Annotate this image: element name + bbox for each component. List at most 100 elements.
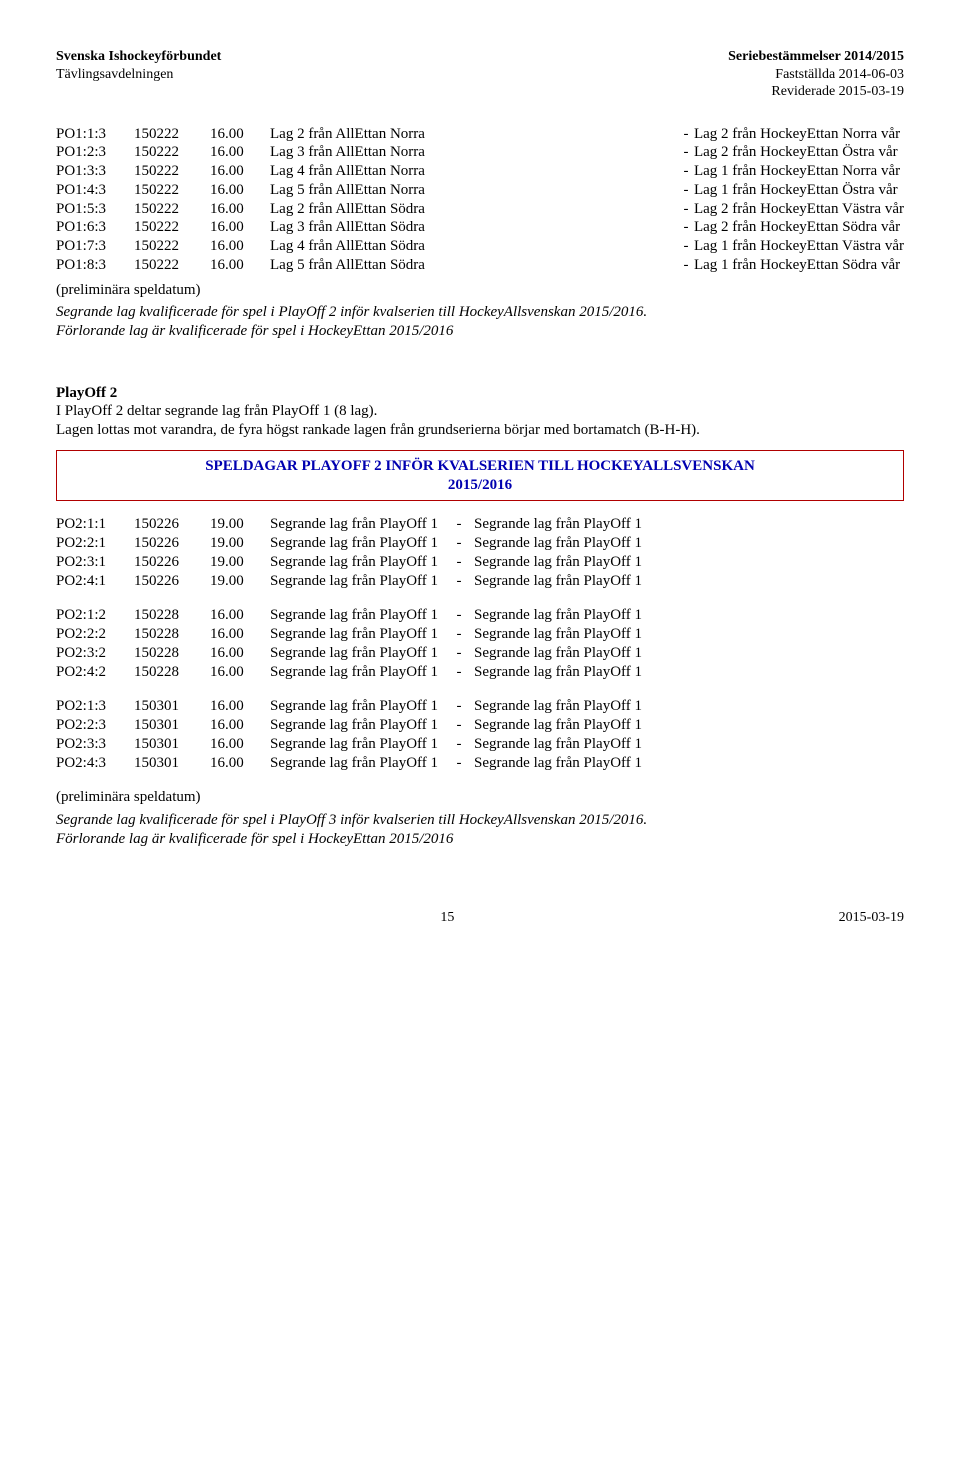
opponent-row: -Lag 1 från HockeyEttan Västra vår	[678, 237, 904, 256]
cell-home-team: Segrande lag från PlayOff 1	[270, 735, 452, 754]
opponent-row: -Lag 1 från HockeyEttan Södra vår	[678, 256, 904, 275]
cell-home-team: Lag 3 från AllEttan Södra	[270, 218, 433, 237]
table-row: PO1:5:315022216.00Lag 2 från AllEttan Sö…	[56, 200, 433, 219]
page-footer: 15 2015-03-19	[56, 909, 904, 927]
doc-title: Seriebestämmelser 2014/2015	[728, 48, 904, 66]
cell-time: 16.00	[210, 663, 270, 682]
dash-separator: -	[452, 697, 474, 716]
cell-home-team: Lag 5 från AllEttan Södra	[270, 256, 433, 275]
cell-match-id: PO2:1:2	[56, 606, 134, 625]
schedule-table: PO2:1:215022816.00Segrande lag från Play…	[56, 606, 650, 681]
cell-time: 16.00	[210, 256, 270, 275]
cell-home-team: Lag 4 från AllEttan Södra	[270, 237, 433, 256]
dash-separator: -	[452, 663, 474, 682]
cell-home-team: Segrande lag från PlayOff 1	[270, 625, 452, 644]
away-team: Lag 2 från HockeyEttan Västra vår	[694, 200, 904, 219]
cell-away-team: Segrande lag från PlayOff 1	[474, 625, 650, 644]
cell-date: 150226	[134, 572, 210, 591]
cell-match-id: PO1:7:3	[56, 237, 134, 256]
cell-home-team: Segrande lag från PlayOff 1	[270, 663, 452, 682]
cell-date: 150228	[134, 644, 210, 663]
cell-time: 16.00	[210, 735, 270, 754]
cell-date: 150222	[134, 200, 210, 219]
cell-time: 19.00	[210, 553, 270, 572]
dash-separator: -	[452, 625, 474, 644]
cell-date: 150226	[134, 515, 210, 534]
box-line2: 2015/2016	[67, 476, 893, 495]
cell-away-team: Segrande lag från PlayOff 1	[474, 716, 650, 735]
table-row: PO1:4:315022216.00Lag 5 från AllEttan No…	[56, 181, 433, 200]
cell-match-id: PO1:6:3	[56, 218, 134, 237]
cell-date: 150228	[134, 663, 210, 682]
cell-match-id: PO2:3:2	[56, 644, 134, 663]
opponent-row: -Lag 1 från HockeyEttan Norra vår	[678, 162, 904, 181]
cell-date: 150228	[134, 625, 210, 644]
qualify-paragraph-1: Segrande lag kvalificerade för spel i Pl…	[56, 303, 904, 341]
cell-time: 16.00	[210, 754, 270, 773]
cell-home-team: Segrande lag från PlayOff 1	[270, 572, 452, 591]
cell-time: 19.00	[210, 572, 270, 591]
org-dept: Tävlingsavdelningen	[56, 66, 221, 84]
cell-away-team: Segrande lag från PlayOff 1	[474, 606, 650, 625]
cell-time: 16.00	[210, 218, 270, 237]
table-row: PO2:3:215022816.00Segrande lag från Play…	[56, 644, 650, 663]
cell-match-id: PO1:2:3	[56, 143, 134, 162]
schedule-block-1: PO1:1:315022216.00Lag 2 från AllEttan No…	[56, 125, 904, 275]
opponent-row: -Lag 2 från HockeyEttan Norra vår	[678, 125, 904, 144]
cell-match-id: PO1:3:3	[56, 162, 134, 181]
footer-date: 2015-03-19	[839, 909, 904, 927]
cell-time: 19.00	[210, 515, 270, 534]
para2-line1: Segrande lag kvalificerade för spel i Pl…	[56, 811, 904, 830]
dash-separator: -	[452, 572, 474, 591]
cell-time: 16.00	[210, 644, 270, 663]
cell-time: 16.00	[210, 125, 270, 144]
cell-home-team: Segrande lag från PlayOff 1	[270, 553, 452, 572]
away-team: Lag 1 från HockeyEttan Västra vår	[694, 237, 904, 256]
cell-date: 150222	[134, 218, 210, 237]
dash-separator: -	[452, 716, 474, 735]
table-row: PO1:3:315022216.00Lag 4 från AllEttan No…	[56, 162, 433, 181]
cell-date: 150222	[134, 237, 210, 256]
cell-away-team: Segrande lag från PlayOff 1	[474, 553, 650, 572]
schedule-group: PO2:1:315030116.00Segrande lag från Play…	[56, 697, 904, 772]
preliminary-note-2: (preliminära speldatum)	[56, 788, 904, 807]
table-row: PO2:4:315030116.00Segrande lag från Play…	[56, 754, 650, 773]
cell-home-team: Segrande lag från PlayOff 1	[270, 716, 452, 735]
cell-time: 16.00	[210, 606, 270, 625]
table-row: PO1:1:315022216.00Lag 2 från AllEttan No…	[56, 125, 433, 144]
dash-separator: -	[678, 143, 694, 162]
dash-separator: -	[678, 256, 694, 275]
table-row: PO2:1:315030116.00Segrande lag från Play…	[56, 697, 650, 716]
cell-time: 16.00	[210, 716, 270, 735]
cell-home-team: Segrande lag från PlayOff 1	[270, 697, 452, 716]
cell-time: 19.00	[210, 534, 270, 553]
cell-time: 16.00	[210, 200, 270, 219]
qualify-paragraph-2: Segrande lag kvalificerade för spel i Pl…	[56, 811, 904, 849]
cell-date: 150301	[134, 735, 210, 754]
cell-home-team: Lag 4 från AllEttan Norra	[270, 162, 433, 181]
org-name: Svenska Ishockeyförbundet	[56, 48, 221, 66]
box-line1: SPELDAGAR PLAYOFF 2 INFÖR KVALSERIEN TIL…	[67, 457, 893, 476]
cell-time: 16.00	[210, 181, 270, 200]
away-team: Lag 2 från HockeyEttan Södra vår	[694, 218, 900, 237]
dash-separator: -	[678, 181, 694, 200]
schedule-box-title: SPELDAGAR PLAYOFF 2 INFÖR KVALSERIEN TIL…	[56, 450, 904, 502]
cell-match-id: PO1:4:3	[56, 181, 134, 200]
opponent-row: -Lag 2 från HockeyEttan Västra vår	[678, 200, 904, 219]
cell-date: 150228	[134, 606, 210, 625]
cell-home-team: Segrande lag från PlayOff 1	[270, 644, 452, 663]
cell-time: 16.00	[210, 697, 270, 716]
cell-match-id: PO1:1:3	[56, 125, 134, 144]
header-right: Seriebestämmelser 2014/2015 Fastställda …	[728, 48, 904, 101]
dash-separator: -	[678, 125, 694, 144]
cell-home-team: Lag 5 från AllEttan Norra	[270, 181, 433, 200]
cell-match-id: PO1:8:3	[56, 256, 134, 275]
dash-separator: -	[678, 200, 694, 219]
cell-date: 150222	[134, 143, 210, 162]
dash-separator: -	[452, 754, 474, 773]
cell-home-team: Segrande lag från PlayOff 1	[270, 606, 452, 625]
table-row: PO1:6:315022216.00Lag 3 från AllEttan Sö…	[56, 218, 433, 237]
para1-line2: Förlorande lag är kvalificerade för spel…	[56, 322, 904, 341]
cell-date: 150301	[134, 754, 210, 773]
opponent-row: -Lag 1 från HockeyEttan Östra vår	[678, 181, 904, 200]
